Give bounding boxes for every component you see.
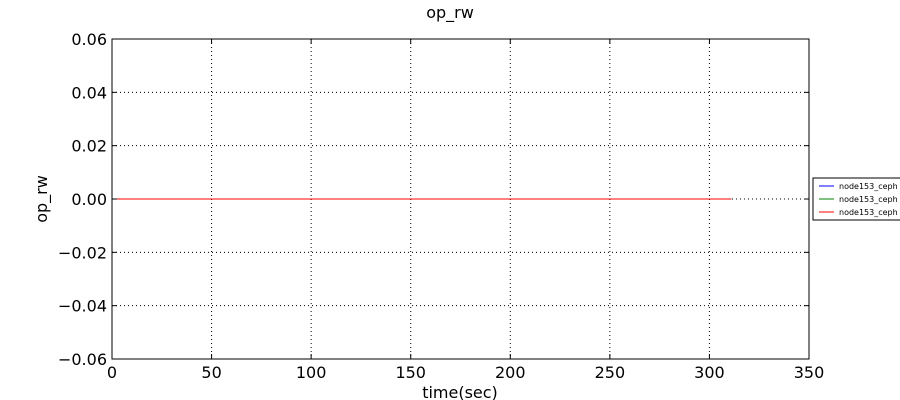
x-tick-label: 350 — [794, 363, 825, 382]
y-tick-label: 0.02 — [71, 137, 107, 156]
legend-label-1: node153_ceph — [839, 182, 898, 191]
x-tick-label: 150 — [395, 363, 426, 382]
x-tick-label: 0 — [107, 363, 117, 382]
x-axis: 0 50 100 150 200 250 300 350 — [107, 39, 824, 382]
x-tick-label: 300 — [694, 363, 725, 382]
x-tick-label: 100 — [296, 363, 327, 382]
y-tick-label: −0.06 — [58, 350, 107, 369]
x-tick-label: 250 — [595, 363, 626, 382]
y-tick-label: −0.02 — [58, 243, 107, 262]
legend-label-2: node153_ceph — [839, 195, 898, 204]
y-tick-label: 0.04 — [71, 83, 107, 102]
legend: node153_ceph node153_ceph node153_ceph — [812, 177, 900, 221]
x-tick-label: 50 — [201, 363, 221, 382]
chart-title: op_rw — [426, 3, 474, 23]
y-tick-label: −0.04 — [58, 297, 107, 316]
y-tick-label: 0.00 — [71, 190, 107, 209]
x-tick-label: 200 — [495, 363, 526, 382]
y-axis: −0.06 −0.04 −0.02 0.00 0.02 0.04 0.06 — [58, 30, 809, 369]
y-axis-label: op_rw — [32, 175, 52, 223]
y-tick-label: 0.06 — [71, 30, 107, 49]
legend-label-3: node153_ceph — [839, 208, 898, 217]
x-axis-label: time(sec) — [422, 383, 498, 400]
